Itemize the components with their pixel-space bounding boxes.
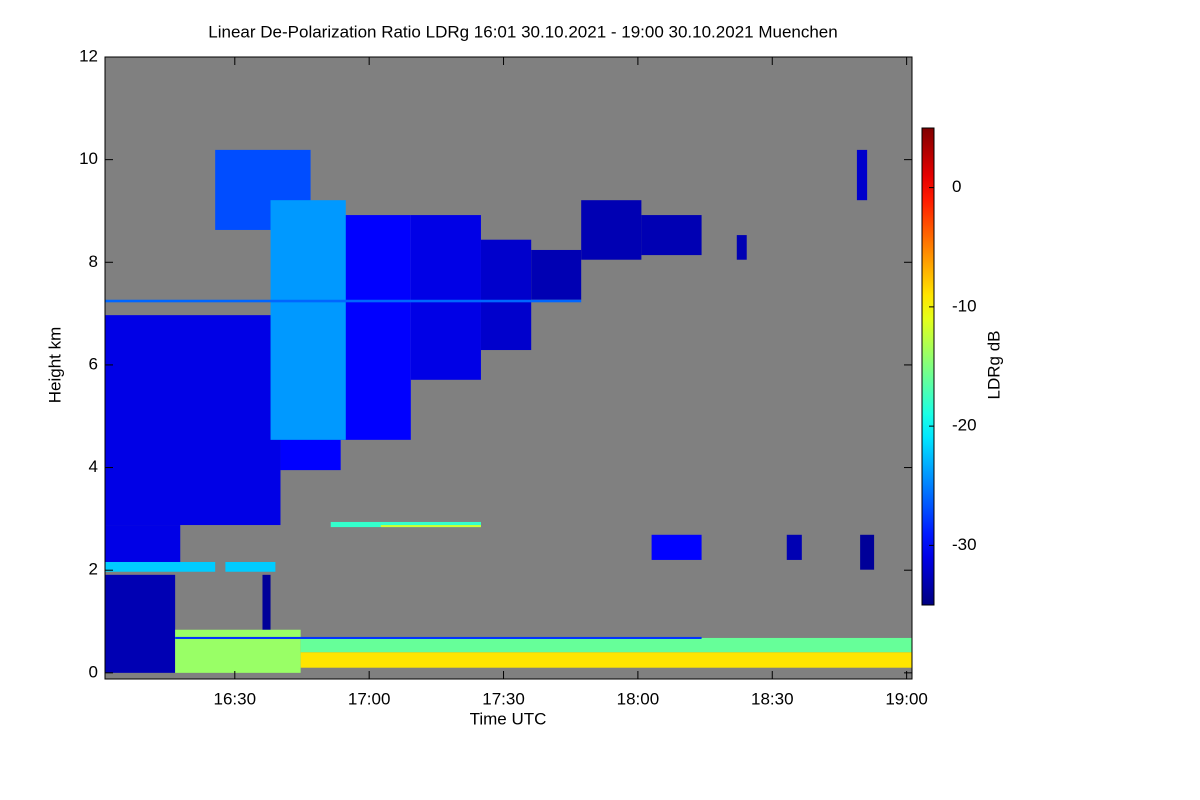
cell [860, 534, 875, 570]
cell [225, 561, 276, 572]
cell [410, 215, 481, 380]
cell [105, 315, 281, 526]
cell [786, 534, 802, 560]
cell [105, 525, 181, 566]
x-tick-label: 19:00 [885, 689, 928, 708]
x-tick-label: 18:30 [751, 689, 794, 708]
cell [300, 652, 912, 668]
cell [262, 574, 271, 645]
cell [380, 525, 481, 528]
cell [736, 235, 747, 260]
y-tick-label: 2 [89, 560, 98, 579]
cell [105, 299, 582, 303]
cell [480, 239, 532, 351]
x-tick-label: 17:00 [348, 689, 391, 708]
x-tick-label: 17:30 [482, 689, 525, 708]
x-axis-label: Time UTC [470, 709, 547, 728]
y-tick-label: 8 [89, 252, 98, 271]
y-tick-label: 10 [79, 149, 98, 168]
colorbar [921, 127, 935, 606]
cell [175, 629, 301, 673]
chart-title: Linear De-Polarization Ratio LDRg 16:01 … [208, 22, 837, 41]
y-tick-label: 4 [89, 457, 98, 476]
y-tick-label: 0 [89, 662, 98, 681]
x-tick-label: 18:00 [617, 689, 660, 708]
cell [856, 149, 868, 201]
colorbar-tick-label: 0 [952, 177, 961, 196]
cell [651, 534, 702, 560]
y-axis-label: Height km [45, 327, 64, 404]
plot-frame [104, 56, 913, 680]
cell [300, 637, 912, 653]
cell [330, 521, 481, 528]
cell [175, 636, 702, 639]
cell [340, 215, 411, 440]
x-tick-label: 16:30 [214, 689, 257, 708]
cell [105, 574, 176, 673]
cells [105, 149, 912, 673]
cell [105, 561, 216, 572]
cell [581, 200, 642, 260]
y-tick-label: 12 [79, 46, 98, 65]
cell [641, 215, 702, 256]
colorbar-tick-label: -10 [952, 296, 977, 315]
y-tick-label: 6 [89, 354, 98, 373]
colorbar-tick-label: -30 [952, 535, 977, 554]
colorbar-tick-label: -20 [952, 416, 977, 435]
cell [531, 249, 582, 300]
cell [270, 200, 346, 440]
colorbar-label: LDRg dB [984, 331, 1003, 400]
